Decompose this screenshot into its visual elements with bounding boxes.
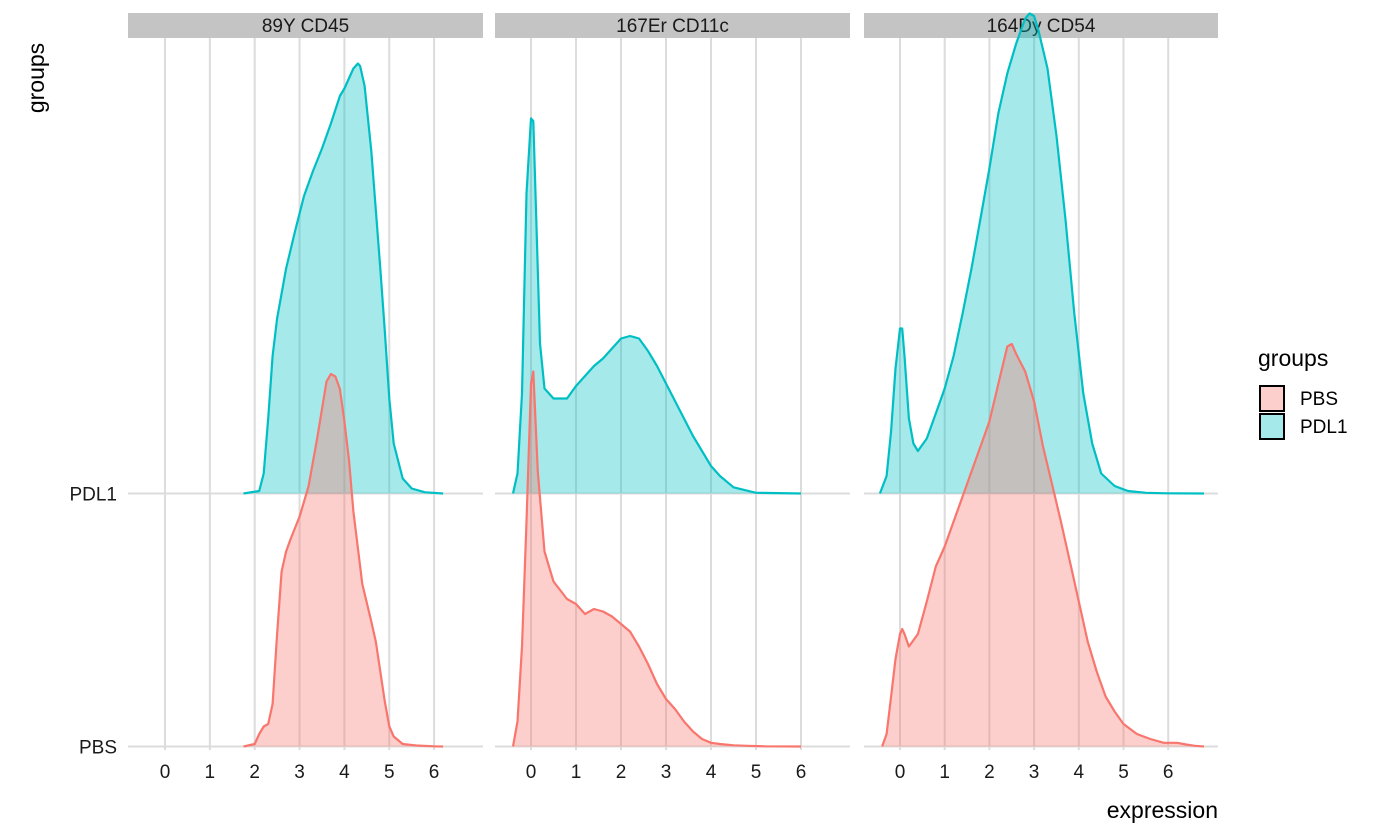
density-line-pdl1 [511,117,802,495]
legend-label: PBS [1300,389,1338,410]
facet-strip-label: 164Dy CD54 [987,16,1096,37]
legend-title: groups [1258,345,1328,371]
x-tick-label: 0 [895,762,906,783]
x-tick-label: 4 [1074,762,1085,783]
density-area-pbs [243,374,444,747]
x-axis-title: expression [1107,797,1218,823]
x-tick-label: 4 [339,762,350,783]
x-tick-label: 5 [384,762,395,783]
panels: 89Y CD45 167Er CD11c 164Dy CD54 [128,12,1218,750]
legend: groups PBS PDL1 [1258,345,1348,440]
density-line-pbs [511,370,802,748]
x-tick-label: 1 [939,762,950,783]
axes: expression groups 0 1 2 3 4 5 6 0 1 2 3 4 5 6 0 1 2 3 4 5 6 P… [23,43,1218,823]
density-line-pdl1 [878,12,1205,495]
x-tick-label: 3 [661,762,672,783]
density-line-pbs [881,342,1205,748]
density-area-pbs [882,344,1204,747]
x-tick-label: 1 [205,762,216,783]
x-tick-label: 6 [1163,762,1174,783]
x-tick-label: 2 [984,762,995,783]
facet-strip-label: 167Er CD11c [616,16,729,37]
y-tick-label: PDL1 [69,485,117,506]
facet-strip-label: 89Y CD45 [262,16,349,37]
x-tick-label: 1 [571,762,582,783]
facet-strip [495,13,850,38]
facet-panel: 164Dy CD54 [864,12,1218,750]
density-area-pdl1 [879,13,1204,494]
density-line-pbs [243,372,444,748]
density-area-pdl1 [243,63,444,494]
x-tick-label: 6 [796,762,807,783]
x-tick-label: 2 [616,762,627,783]
x-tick-label: 5 [751,762,762,783]
facet-strip [864,13,1218,38]
x-tick-label: 6 [429,762,440,783]
y-tick-label: PBS [79,738,117,759]
x-tick-label: 4 [706,762,717,783]
facet-strip [128,13,483,38]
x-tick-label: 0 [160,762,171,783]
facet-panel: 89Y CD45 [128,13,483,750]
legend-key-pbs [1259,385,1285,412]
x-tick-label: 0 [526,762,537,783]
x-tick-label: 3 [1029,762,1040,783]
facet-panel: 167Er CD11c [495,13,850,750]
density-area-pbs [513,371,801,747]
x-tick-label: 2 [249,762,260,783]
legend-label: PDL1 [1300,417,1348,438]
x-tick-label: 5 [1118,762,1129,783]
y-axis-title: groups [23,43,49,113]
density-area-pdl1 [513,118,801,494]
x-tick-label: 3 [294,762,305,783]
density-line-pdl1 [243,62,444,495]
legend-key-pdl1 [1259,413,1285,440]
